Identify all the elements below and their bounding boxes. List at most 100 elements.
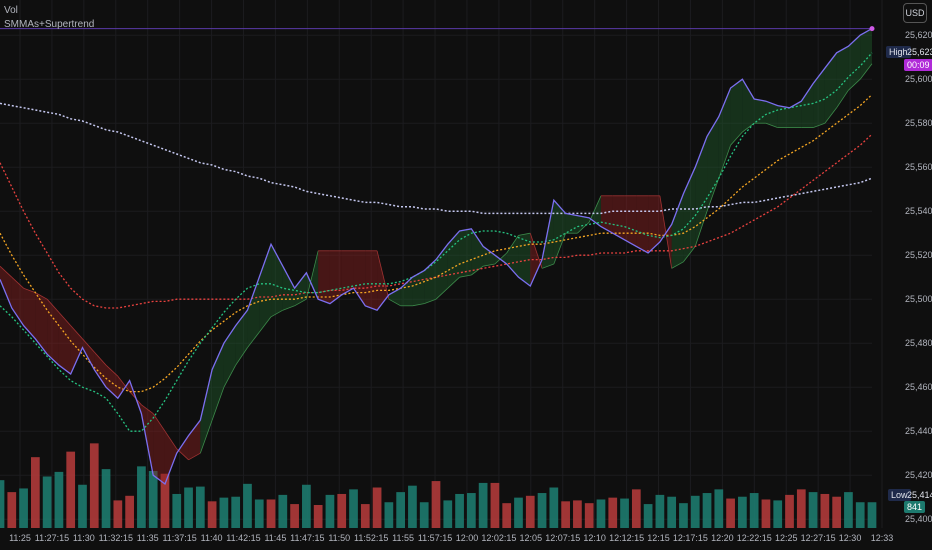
volume-bar bbox=[243, 483, 252, 528]
low-label: Low bbox=[888, 489, 911, 501]
supertrend-line bbox=[459, 274, 472, 278]
supertrend-band bbox=[813, 68, 825, 128]
volume-bar bbox=[596, 499, 606, 528]
volume-bar bbox=[796, 489, 806, 528]
supertrend-band bbox=[742, 79, 755, 132]
volume-bar bbox=[172, 493, 182, 528]
x-tick-label: 11:40 bbox=[201, 533, 223, 543]
supertrend-band bbox=[777, 105, 790, 128]
x-tick-label: 11:25 bbox=[9, 533, 31, 543]
volume-bar bbox=[419, 502, 429, 528]
x-tick-label: 12:20 bbox=[711, 533, 734, 543]
supertrend-line bbox=[93, 351, 107, 366]
supertrend-band bbox=[94, 352, 107, 388]
high-label: High bbox=[886, 46, 911, 58]
x-tick-label: 11:37:15 bbox=[162, 533, 196, 543]
volume-bar bbox=[113, 500, 123, 528]
volume-bar bbox=[643, 504, 653, 528]
supertrend-band bbox=[589, 195, 601, 227]
y-tick-label: 25,520 bbox=[905, 250, 932, 260]
volume-bar bbox=[207, 501, 217, 528]
low-value: 25,414 bbox=[907, 490, 932, 500]
supertrend-line bbox=[812, 122, 826, 128]
volume-bar bbox=[502, 503, 512, 528]
supertrend-band bbox=[648, 195, 660, 253]
supertrend-band bbox=[306, 250, 319, 300]
volume-bar bbox=[761, 499, 771, 528]
supertrend-line bbox=[117, 375, 130, 392]
volume-bar bbox=[820, 493, 830, 528]
volume-bar bbox=[101, 469, 111, 528]
volume-bar bbox=[832, 496, 842, 528]
volume-bar bbox=[125, 495, 134, 528]
supertrend-line bbox=[824, 107, 837, 124]
volume-bar bbox=[396, 492, 406, 528]
volume-bar bbox=[726, 498, 735, 528]
supertrend-band bbox=[153, 413, 165, 484]
volume-bar bbox=[490, 482, 500, 528]
volume-bar bbox=[561, 501, 570, 528]
smma-slow-line bbox=[0, 133, 873, 309]
supertrend-line bbox=[152, 413, 166, 432]
volume-bar bbox=[443, 500, 453, 528]
supertrend-band bbox=[0, 266, 12, 308]
supertrend-band bbox=[483, 246, 495, 267]
supertrend-band bbox=[671, 193, 684, 269]
currency-button[interactable]: USD bbox=[903, 3, 927, 23]
x-tick-label: 12:33 bbox=[871, 533, 894, 543]
volume-bar bbox=[514, 497, 523, 528]
supertrend-line bbox=[836, 89, 849, 109]
supertrend-band bbox=[247, 277, 260, 348]
y-tick-label: 25,620 bbox=[905, 30, 932, 40]
volume-bar bbox=[278, 494, 288, 528]
supertrend-line bbox=[270, 309, 284, 318]
y-tick-label: 25,440 bbox=[905, 426, 932, 436]
supertrend-line bbox=[258, 316, 272, 333]
volume-bar bbox=[808, 492, 818, 528]
volume-bar bbox=[184, 487, 193, 528]
x-tick-label: 12:27:15 bbox=[801, 533, 836, 543]
volume-bar bbox=[573, 500, 582, 528]
volume-bar bbox=[466, 493, 476, 528]
supertrend-line bbox=[518, 232, 531, 236]
supertrend-line bbox=[164, 430, 178, 450]
supertrend-band bbox=[436, 244, 448, 300]
y-tick-label: 25,600 bbox=[905, 74, 932, 84]
y-tick-label: 25,540 bbox=[905, 206, 932, 216]
volume-bar bbox=[325, 494, 335, 528]
x-tick-label: 12:00 bbox=[456, 533, 479, 543]
supertrend-line bbox=[447, 276, 460, 289]
volume-bar bbox=[537, 493, 547, 528]
supertrend-line bbox=[577, 221, 590, 234]
high-value: 25,623 bbox=[907, 47, 932, 57]
volume-bar bbox=[785, 494, 794, 528]
supertrend-line bbox=[35, 292, 48, 300]
supertrend-band bbox=[70, 325, 83, 374]
volume-bar bbox=[408, 485, 417, 528]
supertrend-line bbox=[706, 178, 720, 212]
supertrend-line bbox=[0, 265, 13, 278]
volume-legend[interactable]: Vol bbox=[4, 5, 18, 16]
volume-bar bbox=[302, 484, 311, 528]
supertrend-line bbox=[58, 312, 72, 326]
x-tick-label: 11:47:15 bbox=[290, 533, 324, 543]
supertrend-line bbox=[223, 365, 237, 388]
y-tick-label: 25,480 bbox=[905, 338, 932, 348]
supertrend-band bbox=[860, 28, 872, 80]
x-tick-label: 12:15 bbox=[647, 533, 670, 543]
x-tick-label: 11:27:15 bbox=[35, 533, 69, 543]
supertrend-line bbox=[765, 122, 778, 128]
indicator-legend[interactable]: SMMAs+Supertrend bbox=[4, 19, 95, 30]
x-tick-label: 12:22:15 bbox=[737, 533, 772, 543]
volume-bar bbox=[195, 486, 205, 528]
supertrend-line bbox=[294, 298, 307, 307]
volume-bar bbox=[455, 493, 464, 528]
x-tick-label: 11:55 bbox=[392, 533, 414, 543]
supertrend-line bbox=[588, 195, 602, 223]
volume-bar bbox=[0, 480, 5, 528]
volume-bar bbox=[690, 495, 700, 528]
volume-bar bbox=[148, 470, 158, 528]
volume-bar bbox=[349, 489, 358, 528]
supertrend-line bbox=[859, 63, 873, 80]
